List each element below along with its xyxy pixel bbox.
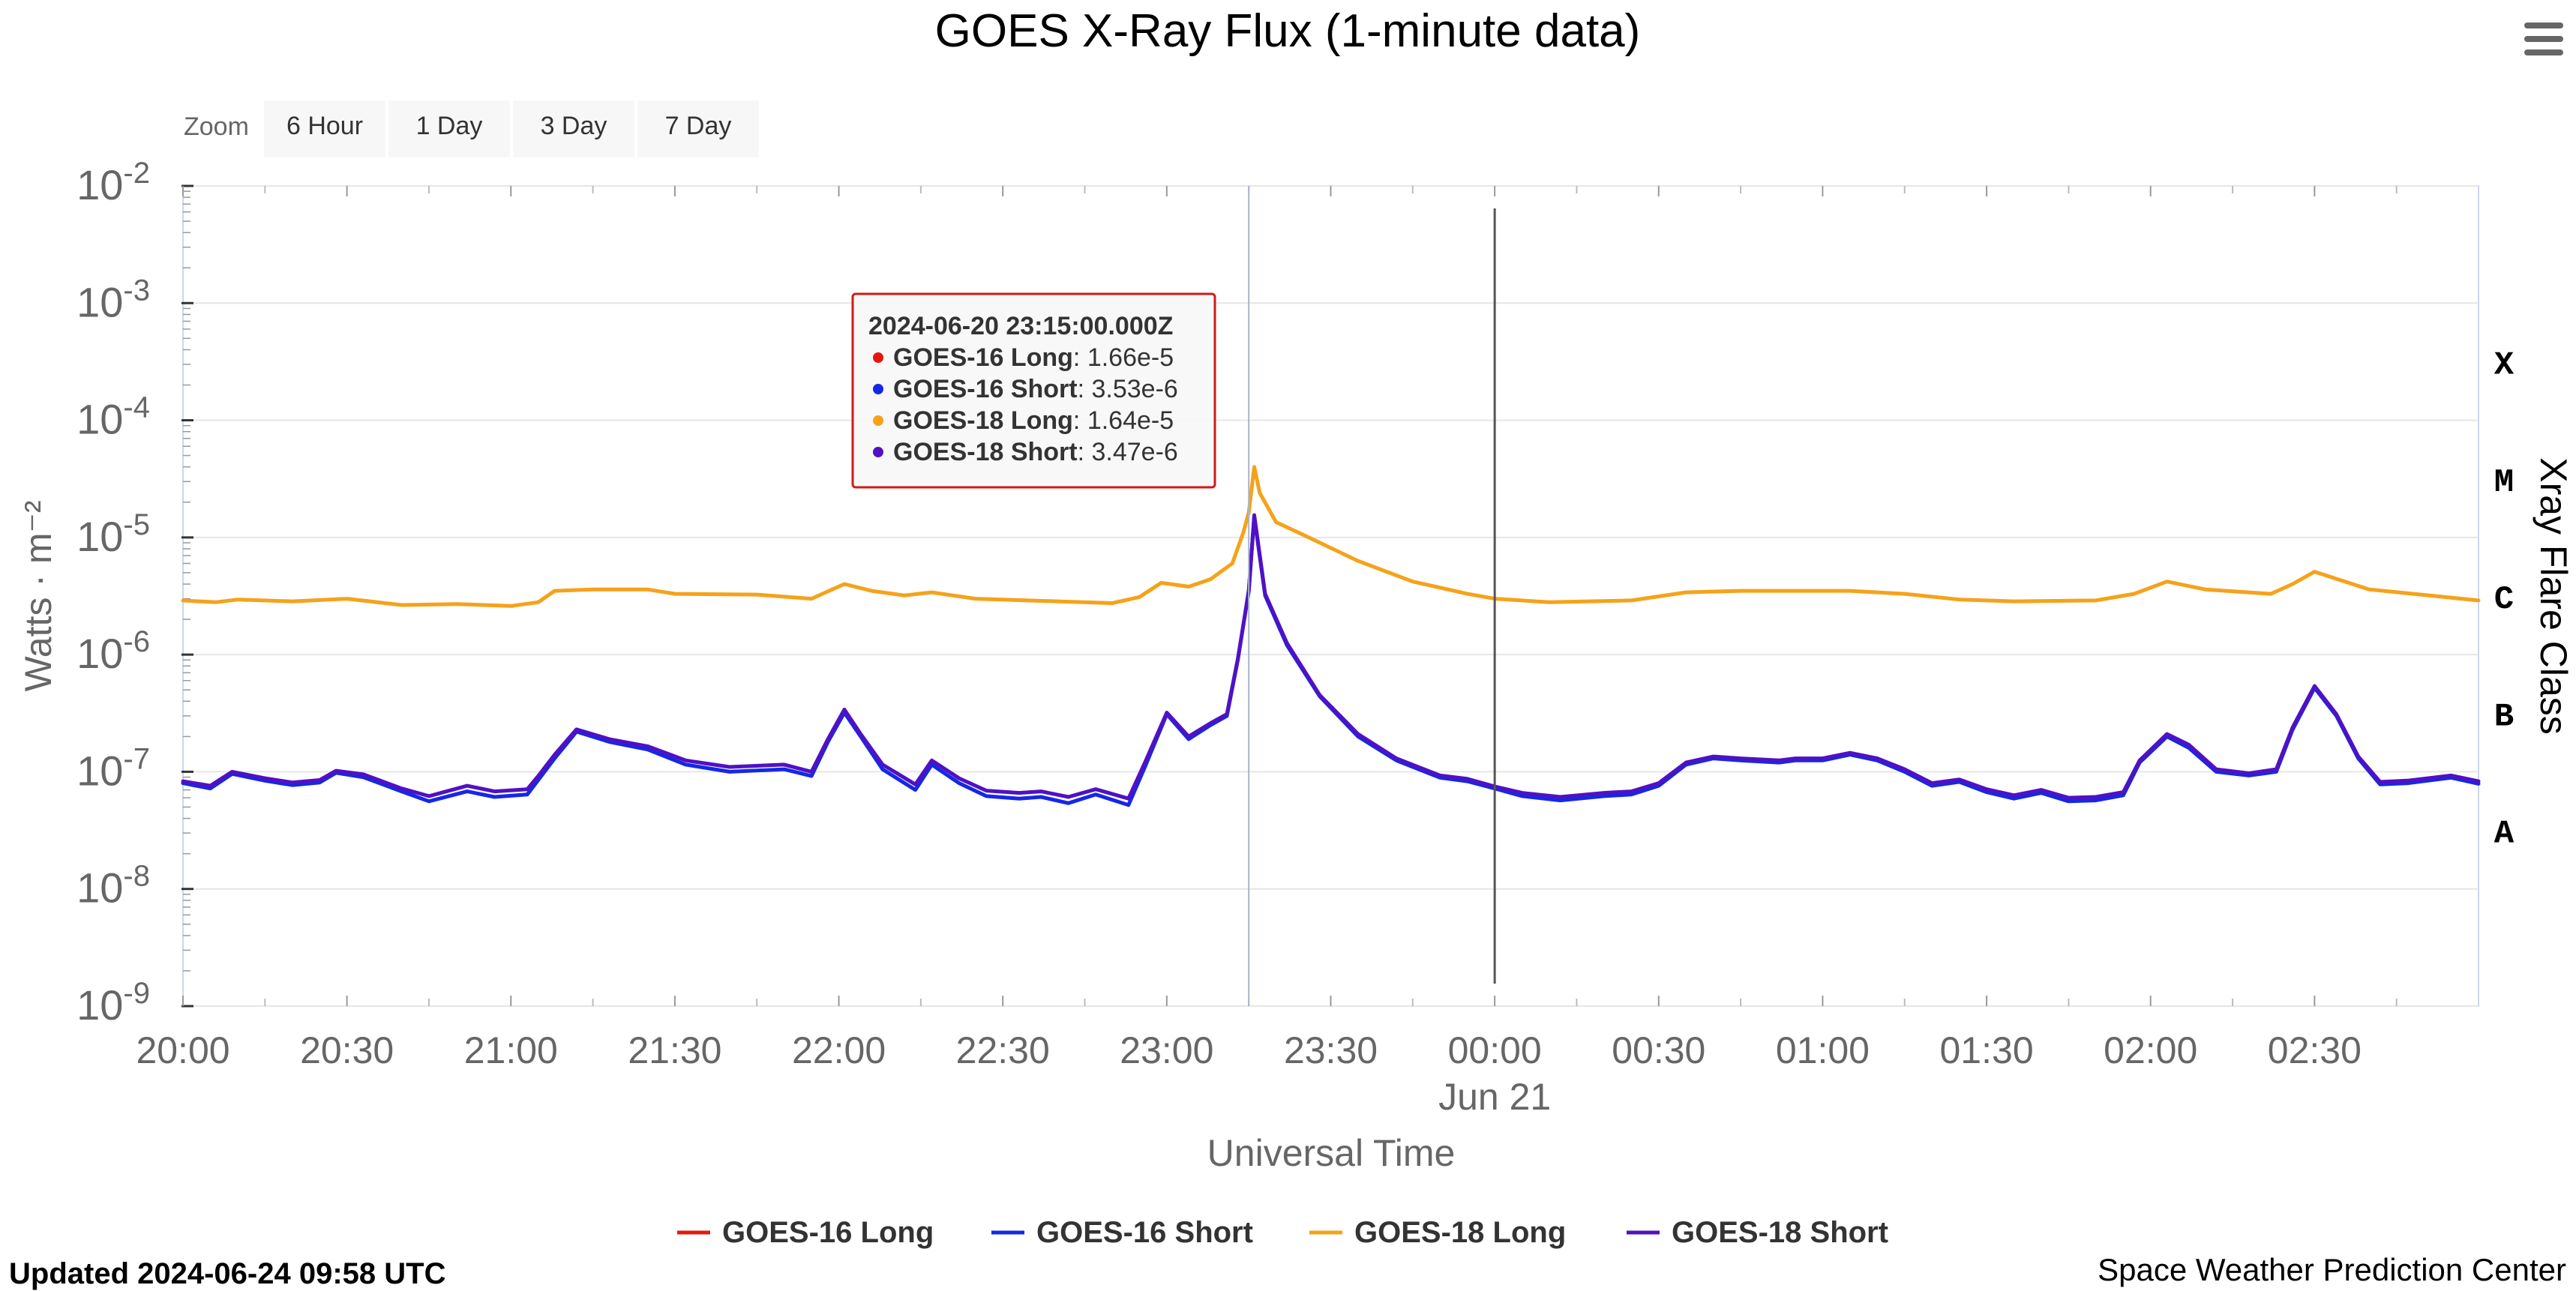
- legend-label: GOES-16 Short: [1036, 1216, 1253, 1249]
- flare-class-axis-title: Xray Flare Class: [2533, 457, 2575, 735]
- tooltip: 2024-06-20 23:15:00.000Z GOES-16 Long: 1…: [851, 292, 1216, 489]
- crosshair: [1248, 186, 1496, 1006]
- hamburger-menu-icon: [2524, 22, 2563, 55]
- y-tick-label: 10-4: [76, 391, 150, 443]
- legend: GOES-16 Long GOES-16 Short GOES-18 Long GOE…: [677, 1216, 1888, 1249]
- zoom-button-3-day[interactable]: 3 Day: [513, 100, 634, 157]
- x-axis-ticks: 20:00 20:30 21:00 21:30 22:00 22:30 23:00 23:30…: [136, 1029, 2361, 1071]
- y-tick-label: 10-7: [76, 742, 150, 794]
- y-tick-label: 10-3: [76, 274, 150, 325]
- tooltip-series-dot: [873, 352, 883, 363]
- legend-label: GOES-16 Long: [722, 1216, 934, 1249]
- x-tick-label: 23:30: [1284, 1029, 1378, 1071]
- tooltip-row: GOES-16 Long: 1.66e-5: [893, 343, 1174, 372]
- flare-class-labels: X M C B A: [2494, 346, 2515, 852]
- flare-class-label: A: [2494, 816, 2515, 853]
- updated-timestamp: Updated 2024-06-24 09:58 UTC: [9, 1257, 445, 1290]
- x-tick-label: 21:00: [464, 1029, 558, 1071]
- zoom-button-label: 3 Day: [541, 112, 607, 140]
- zoom-button-6-hour[interactable]: 6 Hour: [264, 100, 385, 157]
- legend-item-goes-16-long[interactable]: GOES-16 Long: [677, 1216, 934, 1249]
- x-tick-label: 01:30: [1940, 1029, 2034, 1071]
- x-tick-label: 22:00: [792, 1029, 886, 1071]
- flare-class-label: B: [2494, 698, 2514, 735]
- tooltip-series-dot: [873, 415, 883, 426]
- x-tick-label: 20:00: [136, 1029, 229, 1071]
- zoom-button-label: 1 Day: [416, 112, 483, 140]
- tooltip-row: GOES-18 Long: 1.64e-5: [893, 406, 1174, 435]
- flare-class-label: C: [2494, 581, 2514, 619]
- flare-class-label: M: [2494, 464, 2514, 502]
- zoom-button-label: 7 Day: [665, 112, 732, 140]
- y-axis-title: Watts · m⁻²: [17, 500, 59, 691]
- flare-class-label: X: [2494, 346, 2515, 384]
- y-tick-label: 10-6: [76, 625, 150, 677]
- x-tick-label: 02:00: [2104, 1029, 2197, 1071]
- date-label: Jun 21: [1438, 1076, 1551, 1118]
- x-axis-title: Universal Time: [1207, 1132, 1456, 1174]
- legend-label: GOES-18 Short: [1672, 1216, 1888, 1249]
- chart-title: GOES X-Ray Flux (1-minute data): [935, 5, 1641, 57]
- tooltip-series-dot: [873, 447, 883, 457]
- zoom-button-label: 6 Hour: [286, 112, 363, 140]
- zoom-controls: Zoom 6 Hour 1 Day 3 Day 7 Day: [184, 100, 759, 157]
- y-axis-ticks: 10-2 10-3 10-4 10-5 10-6 10-7 10-8 10-9: [76, 157, 150, 1029]
- credit-text: Space Weather Prediction Center: [2098, 1252, 2566, 1287]
- x-tick-label: 00:00: [1448, 1029, 1542, 1071]
- legend-label: GOES-18 Long: [1354, 1216, 1566, 1249]
- zoom-button-1-day[interactable]: 1 Day: [388, 100, 510, 157]
- y-tick-label: 10-5: [76, 508, 150, 560]
- series-lines[interactable]: [181, 465, 2481, 807]
- x-tick-label: 21:30: [628, 1029, 721, 1071]
- tooltip-box: [851, 292, 1216, 489]
- x-tick-label: 02:30: [2268, 1029, 2362, 1071]
- y-tick-label: 10-8: [76, 860, 150, 912]
- series-line-goes-18-long[interactable]: [181, 465, 2481, 608]
- legend-item-goes-18-long[interactable]: GOES-18 Long: [1309, 1216, 1566, 1249]
- x-tick-label: 23:00: [1120, 1029, 1213, 1071]
- x-tick-label: 22:30: [956, 1029, 1050, 1071]
- y-tick-label: 10-2: [76, 157, 150, 208]
- x-tick-label: 00:30: [1612, 1029, 1705, 1071]
- zoom-label: Zoom: [184, 112, 249, 141]
- tooltip-series-dot: [873, 384, 883, 394]
- x-tick-label: 01:00: [1776, 1029, 1870, 1071]
- zoom-button-7-day[interactable]: 7 Day: [637, 100, 759, 157]
- y-tick-label: 10-9: [76, 977, 150, 1029]
- legend-item-goes-16-short[interactable]: GOES-16 Short: [991, 1216, 1253, 1249]
- plot-background: [182, 185, 2479, 1007]
- tooltip-row: GOES-16 Short: 3.53e-6: [893, 375, 1178, 403]
- legend-item-goes-18-short[interactable]: GOES-18 Short: [1627, 1216, 1888, 1249]
- minor-ticks: [182, 186, 2398, 1006]
- tooltip-header: 2024-06-20 23:15:00.000Z: [868, 312, 1173, 340]
- menu-button[interactable]: [2512, 15, 2565, 64]
- series-line-goes-18-short[interactable]: [181, 513, 2481, 801]
- x-tick-label: 20:30: [300, 1029, 394, 1071]
- tooltip-row: GOES-18 Short: 3.47e-6: [893, 438, 1178, 466]
